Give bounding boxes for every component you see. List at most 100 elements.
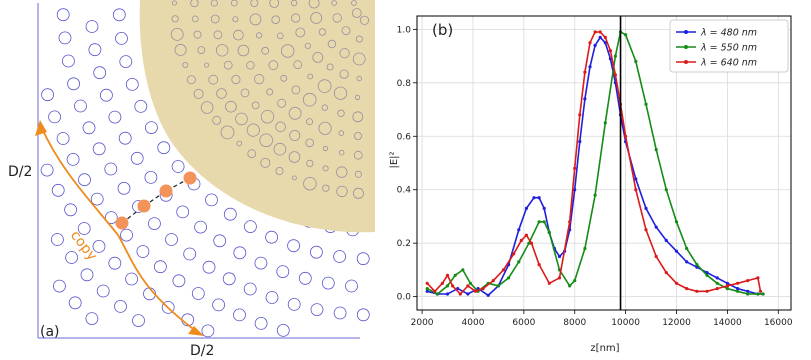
region-circle xyxy=(288,151,301,163)
region-circle xyxy=(233,29,244,41)
y-tick-label: 0.0 xyxy=(397,293,412,303)
series-point xyxy=(517,228,521,232)
highlight-dot xyxy=(115,216,129,230)
region-circle xyxy=(251,101,260,110)
region-circle xyxy=(208,74,219,85)
series-point xyxy=(705,289,709,293)
region-circle xyxy=(255,32,263,39)
region-circle xyxy=(236,140,243,147)
lattice-circle xyxy=(118,131,132,145)
series-point xyxy=(758,289,763,293)
region-circle xyxy=(353,150,363,160)
region-fill xyxy=(139,0,375,233)
lattice-circle xyxy=(74,99,87,113)
highlight-dot xyxy=(137,199,151,213)
lattice-circle xyxy=(64,203,77,217)
lattice-circle xyxy=(287,297,301,311)
series-point xyxy=(746,292,750,296)
series-point xyxy=(598,35,602,40)
region-circle xyxy=(193,88,204,99)
panel-b-label: (b) xyxy=(432,21,453,39)
series-point xyxy=(573,188,577,192)
series-point xyxy=(440,281,444,285)
legend-entry: λ = 550 nm xyxy=(700,43,757,54)
region-circle xyxy=(354,94,361,101)
legend-box xyxy=(669,19,789,73)
region-circle xyxy=(293,60,303,70)
series-point xyxy=(578,140,582,144)
series-point xyxy=(715,281,719,285)
region-circle xyxy=(223,60,233,70)
x-tick-label: 6000 xyxy=(512,318,535,328)
region-circle xyxy=(322,184,330,192)
series-point xyxy=(458,292,462,296)
series-point xyxy=(715,287,719,291)
series-point xyxy=(507,276,511,280)
region-circle xyxy=(290,0,298,7)
series-point xyxy=(496,284,500,288)
region-circle xyxy=(289,129,301,141)
lattice-circle xyxy=(222,272,236,286)
region-circle xyxy=(225,100,237,113)
lattice-circle xyxy=(96,284,110,298)
series-point xyxy=(524,206,528,210)
region-circle xyxy=(266,88,274,96)
series-point xyxy=(634,59,638,64)
series-point xyxy=(583,246,587,251)
lattice-circle xyxy=(78,173,91,187)
lattice-circle xyxy=(62,54,75,68)
lattice-circle xyxy=(125,272,139,286)
region-circle xyxy=(333,86,348,100)
lattice-circle xyxy=(161,300,175,314)
lattice-circle xyxy=(115,32,128,45)
region-circle xyxy=(291,85,301,95)
lattice-circle xyxy=(147,217,161,231)
lattice-circle xyxy=(41,88,54,102)
region-circle xyxy=(230,0,238,7)
lattice-circle xyxy=(194,220,208,234)
panel-a-diagram: D/2 D/2 (a) copy xyxy=(8,0,375,359)
series-point xyxy=(425,287,429,291)
legend-marker xyxy=(684,45,688,49)
region-circle xyxy=(307,73,314,80)
region-circle xyxy=(308,0,320,9)
lattice-circle xyxy=(92,142,106,156)
series-point xyxy=(593,43,597,48)
lattice-circle xyxy=(117,181,131,195)
region-circle xyxy=(310,12,323,24)
copy-arrowhead-top xyxy=(35,120,47,136)
y-tick-label: 0.2 xyxy=(397,239,411,249)
lattice-circle xyxy=(144,121,158,134)
series-point xyxy=(583,70,587,74)
x-tick-label: 12000 xyxy=(662,318,691,328)
series-point xyxy=(557,254,562,259)
copy-label: copy xyxy=(67,228,100,264)
series-point xyxy=(761,292,765,296)
series-point xyxy=(537,220,541,224)
lattice-circle xyxy=(254,316,268,330)
lattice-circle xyxy=(56,132,70,145)
series-point xyxy=(453,273,457,277)
region-circle xyxy=(182,62,189,69)
region-circle xyxy=(302,92,317,107)
lattice-circle xyxy=(287,239,301,253)
series-point xyxy=(573,166,577,170)
series-point xyxy=(664,271,668,275)
shaded-region xyxy=(139,0,375,233)
lattice-circle xyxy=(104,211,118,225)
series-point xyxy=(736,287,740,291)
region-circle xyxy=(322,165,329,172)
region-circle xyxy=(273,142,287,156)
series-point xyxy=(542,220,546,224)
series-point xyxy=(583,97,587,101)
lattice-circle xyxy=(40,163,54,177)
region-circle xyxy=(281,44,295,58)
lattice-circle xyxy=(176,205,190,219)
region-circle xyxy=(200,101,214,114)
lattice-circle xyxy=(51,183,65,197)
region-circle xyxy=(352,187,364,199)
region-circle xyxy=(327,39,337,49)
series-point xyxy=(425,289,429,293)
series-point xyxy=(624,134,628,138)
region-circle xyxy=(269,0,280,8)
